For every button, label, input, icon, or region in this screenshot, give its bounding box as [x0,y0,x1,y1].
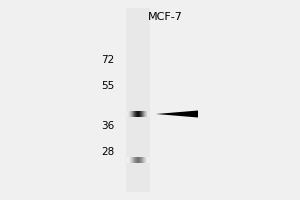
Text: 28: 28 [101,147,114,157]
Bar [126,8,150,192]
Text: 36: 36 [101,121,114,131]
Polygon shape [156,110,198,117]
Text: 72: 72 [101,55,114,65]
Text: MCF-7: MCF-7 [148,12,182,22]
Text: 55: 55 [101,81,114,91]
